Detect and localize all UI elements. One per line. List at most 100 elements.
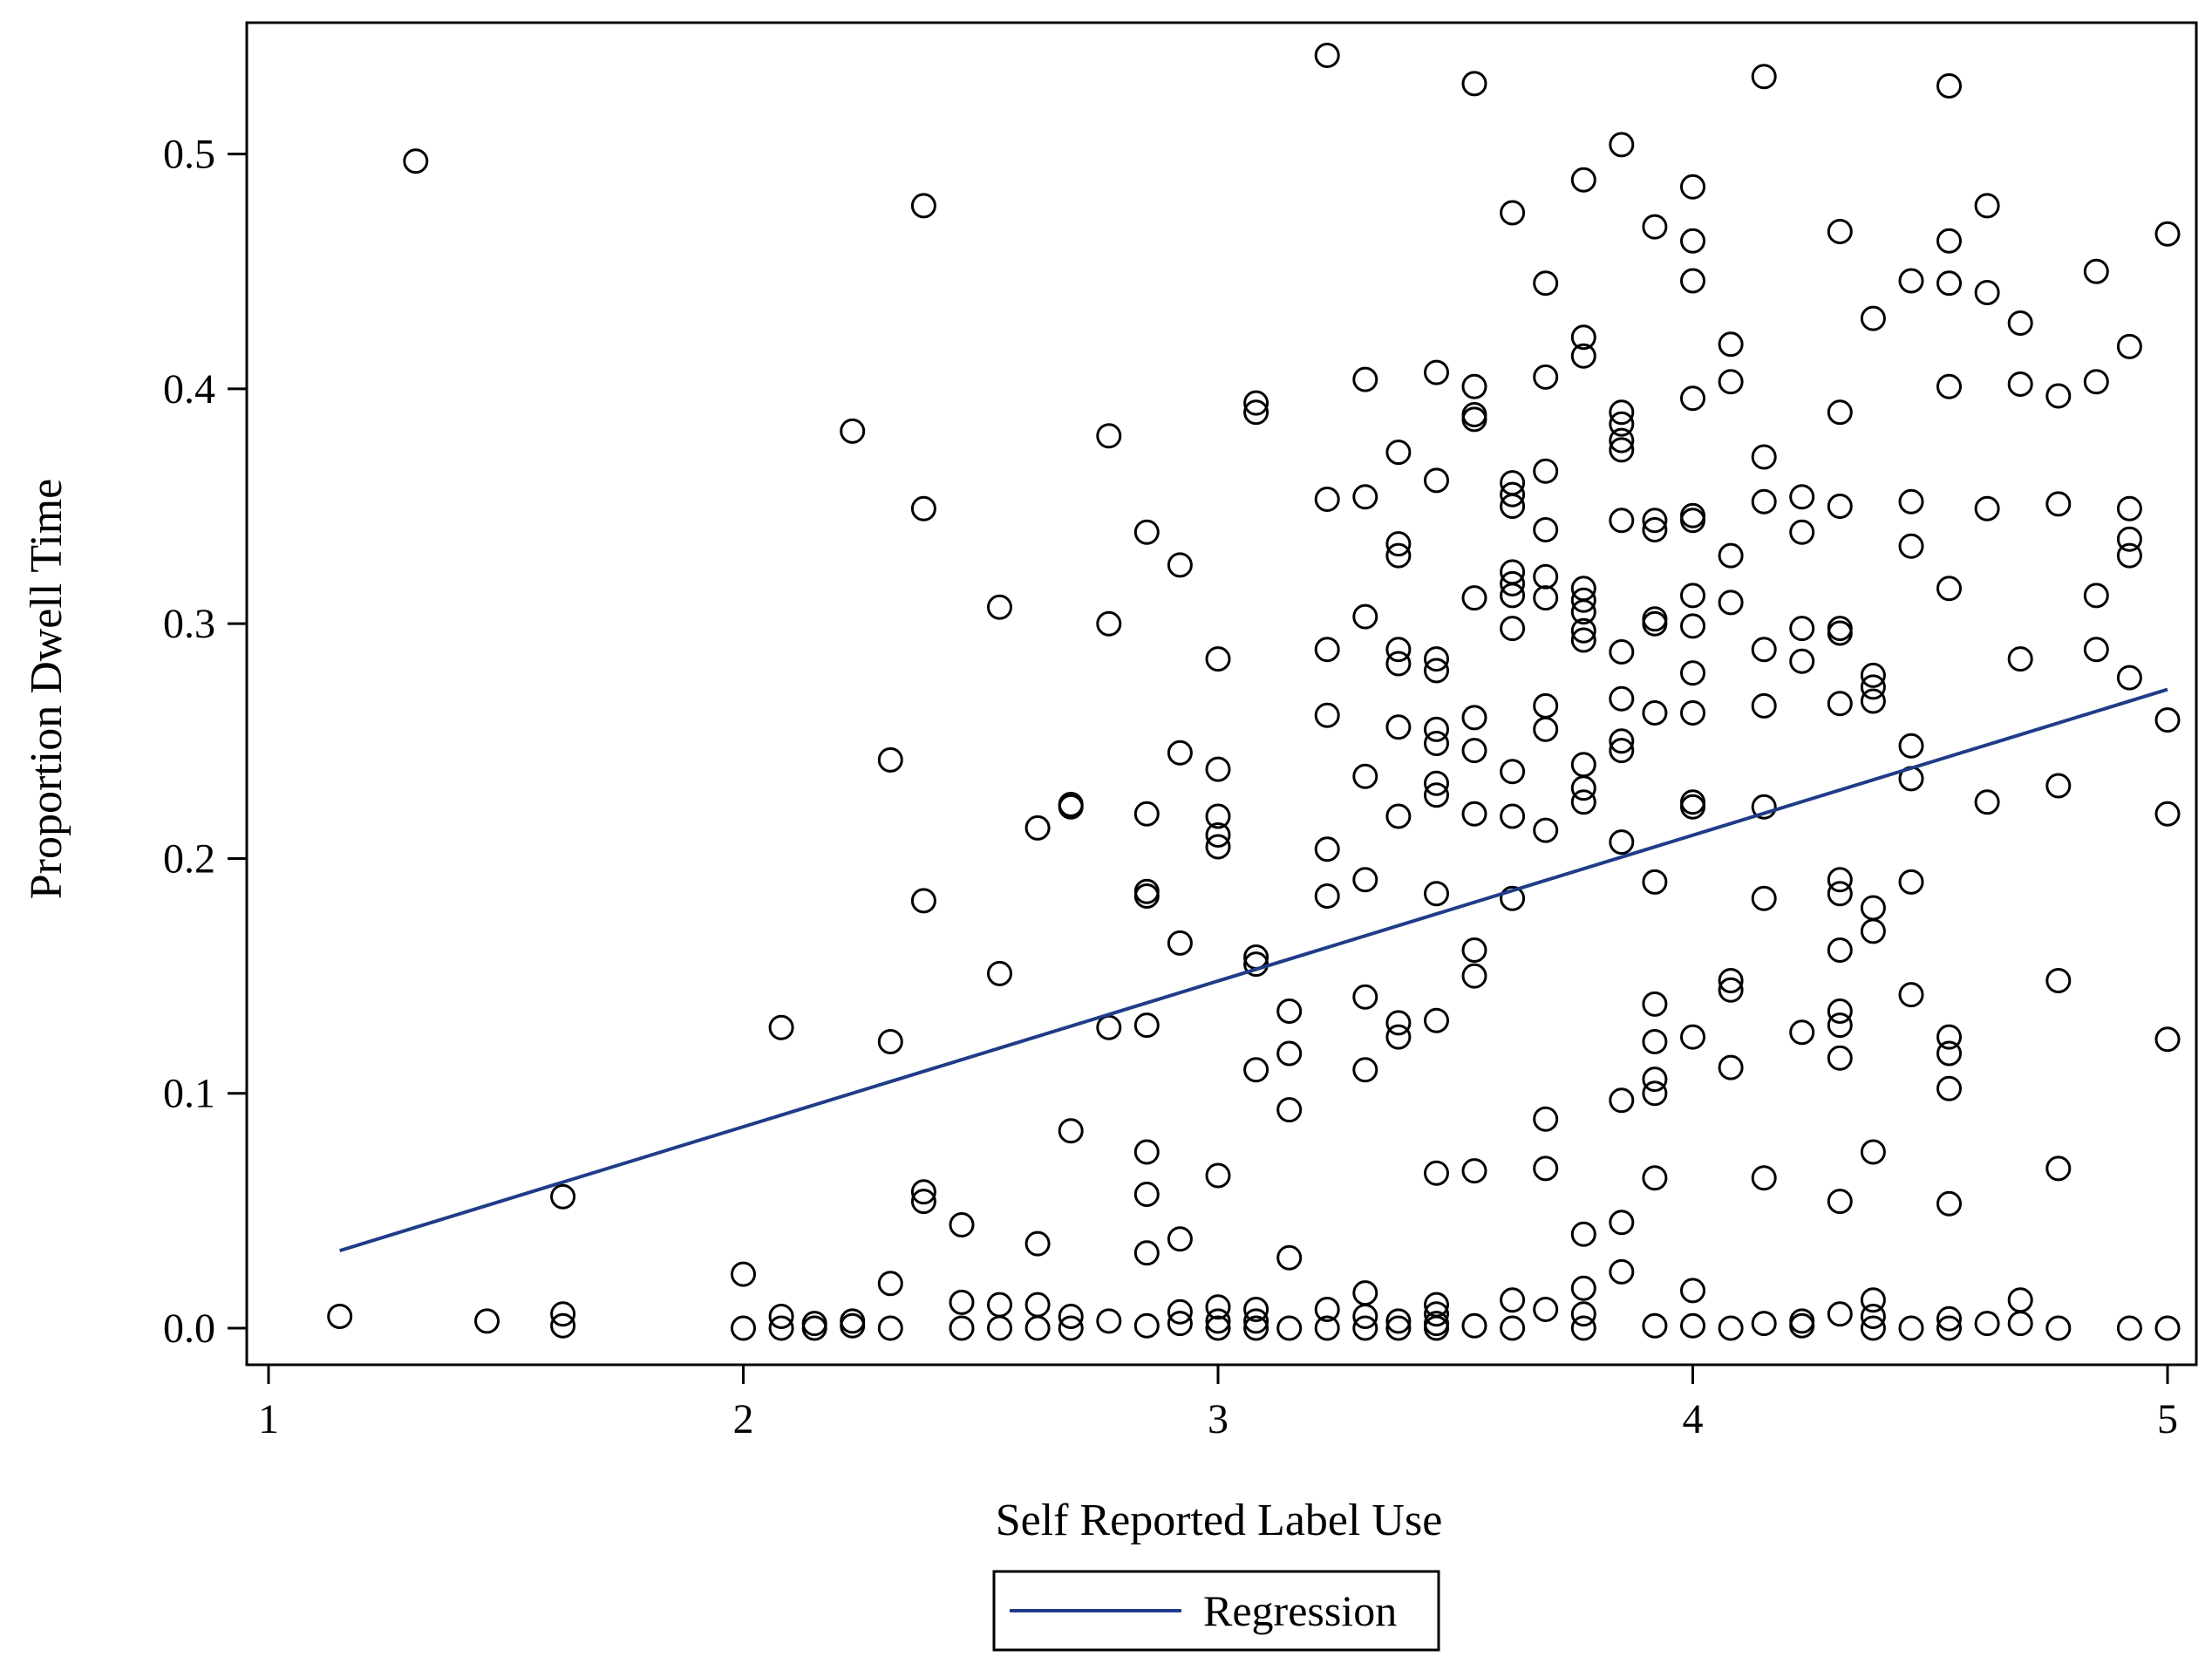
data-point: [1680, 174, 1705, 200]
data-point: [1461, 937, 1487, 963]
data-point: [1533, 1297, 1559, 1322]
data-point: [550, 1312, 576, 1339]
data-point: [1751, 794, 1777, 820]
data-point: [910, 495, 936, 521]
data-point: [1570, 752, 1596, 778]
data-point: [1205, 834, 1231, 860]
data-point: [1898, 982, 1924, 1008]
data-point: [1167, 740, 1193, 766]
data-point: [1243, 390, 1269, 416]
data-point: [1827, 1012, 1853, 1039]
data-point: [1424, 1301, 1449, 1327]
data-point: [1205, 803, 1231, 829]
data-point: [1642, 508, 1668, 534]
data-point: [1500, 1287, 1526, 1313]
data-point: [1533, 517, 1559, 542]
x-tick-label: 3: [1208, 1396, 1229, 1442]
data-point: [1096, 423, 1122, 449]
data-point: [1205, 1308, 1231, 1334]
data-point: [1058, 794, 1084, 820]
data-point: [768, 1304, 794, 1329]
data-point: [2007, 371, 2033, 397]
data-point: [1898, 488, 1924, 515]
data-point: [1898, 733, 1924, 759]
data-point: [2116, 542, 2142, 569]
data-point: [1642, 1312, 1668, 1339]
data-point: [327, 1304, 353, 1329]
data-point: [1352, 763, 1378, 789]
data-point: [1385, 531, 1412, 557]
data-point: [1936, 1040, 1962, 1067]
data-point: [1789, 519, 1815, 545]
data-point: [1827, 1045, 1853, 1071]
data-point: [1827, 999, 1853, 1024]
data-point: [1533, 563, 1559, 590]
x-axis-title: Self Reported Label Use: [996, 1496, 1443, 1545]
data-point: [1609, 738, 1635, 764]
data-point: [2116, 526, 2142, 552]
data-point: [1024, 1315, 1051, 1341]
data-point: [1642, 700, 1668, 726]
data-point: [1533, 585, 1559, 611]
data-point: [1533, 716, 1559, 742]
data-point: [1352, 603, 1378, 630]
data-point: [1936, 270, 1962, 297]
data-point: [1424, 881, 1449, 907]
data-point: [1314, 883, 1340, 909]
data-point: [1974, 193, 2000, 219]
data-point: [1718, 590, 1744, 616]
data-point: [2007, 1311, 2033, 1337]
data-point: [1936, 1075, 1962, 1101]
data-point: [1609, 508, 1635, 534]
data-point: [1205, 1315, 1231, 1341]
data-point: [1461, 406, 1487, 433]
data-point: [1570, 1315, 1596, 1341]
data-point: [1461, 71, 1487, 97]
data-point: [1167, 1226, 1193, 1252]
data-point: [1205, 646, 1231, 672]
data-point: [1352, 1057, 1378, 1083]
data-point: [987, 594, 1012, 620]
data-point: [1385, 714, 1412, 740]
data-point: [1974, 495, 2000, 521]
data-point: [1642, 610, 1668, 637]
data-point: [1609, 639, 1635, 665]
data-point: [1860, 918, 1886, 944]
data-point: [1680, 794, 1705, 820]
data-point: [2116, 495, 2142, 521]
data-point: [1827, 1189, 1853, 1215]
data-point: [1827, 620, 1853, 646]
data-point: [1167, 552, 1193, 578]
data-point: [1860, 1139, 1886, 1165]
data-point: [1609, 399, 1635, 426]
data-point: [550, 1301, 576, 1327]
data-point: [2154, 1315, 2181, 1341]
data-point: [1570, 775, 1596, 801]
data-point: [801, 1315, 827, 1341]
data-point: [474, 1308, 500, 1334]
data-point: [1385, 1315, 1412, 1341]
data-point: [1936, 73, 1962, 99]
data-point: [1789, 1019, 1815, 1046]
data-point: [1680, 583, 1705, 609]
data-point: [1680, 385, 1705, 412]
data-point: [1570, 627, 1596, 653]
plot-frame: [245, 21, 2198, 1367]
data-point: [1609, 427, 1635, 453]
data-point: [1570, 789, 1596, 815]
data-point: [1533, 458, 1559, 484]
data-point: [1860, 674, 1886, 700]
data-point: [877, 1315, 903, 1341]
data-point: [1385, 651, 1412, 677]
data-point: [1974, 280, 2000, 305]
data-point: [1096, 1308, 1122, 1334]
data-point: [1167, 1299, 1193, 1325]
data-point: [1352, 1280, 1378, 1306]
data-point: [1609, 411, 1635, 437]
data-point: [1167, 930, 1193, 956]
data-point: [1352, 984, 1378, 1010]
data-point: [1424, 467, 1449, 494]
data-point: [1243, 1308, 1269, 1334]
data-point: [403, 148, 429, 174]
data-point: [1500, 803, 1526, 829]
